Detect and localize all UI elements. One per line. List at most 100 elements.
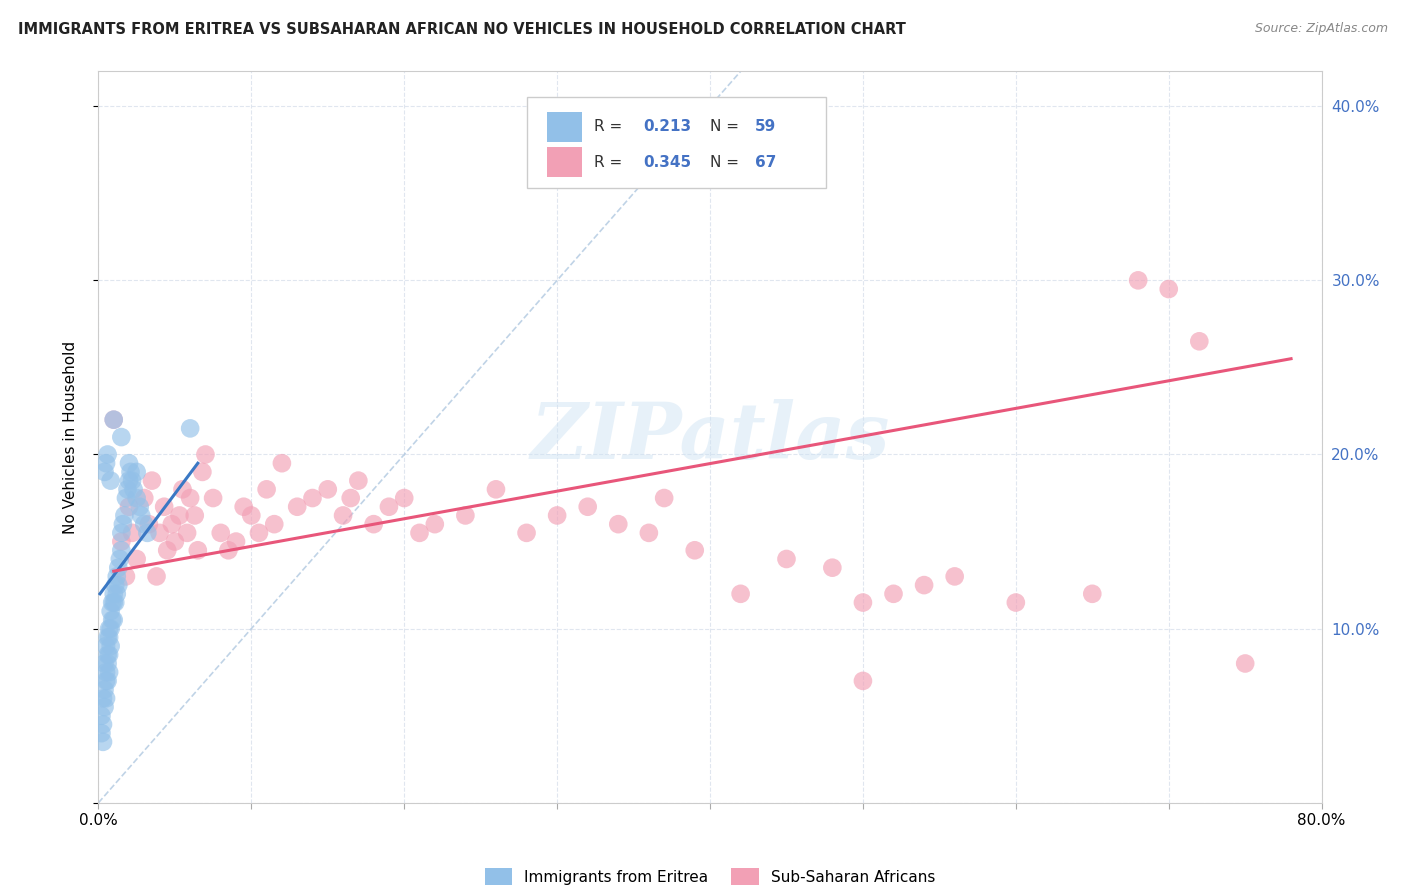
Point xyxy=(775,552,797,566)
Point xyxy=(110,525,132,540)
Point xyxy=(232,500,254,514)
Point xyxy=(97,673,120,688)
Point xyxy=(316,483,339,497)
Point xyxy=(1234,657,1257,671)
Point xyxy=(160,517,183,532)
Point xyxy=(93,657,115,671)
Point xyxy=(90,708,112,723)
Point xyxy=(103,412,125,426)
Text: Source: ZipAtlas.com: Source: ZipAtlas.com xyxy=(1254,22,1388,36)
Point xyxy=(1081,587,1104,601)
Point xyxy=(176,525,198,540)
Point xyxy=(156,543,179,558)
Point xyxy=(423,517,446,532)
Point xyxy=(91,691,114,706)
Point xyxy=(98,622,121,636)
Point xyxy=(454,508,477,523)
Point xyxy=(485,483,508,497)
Point xyxy=(225,534,247,549)
Point xyxy=(103,613,125,627)
Point xyxy=(121,525,143,540)
Point xyxy=(187,543,209,558)
Point xyxy=(100,622,122,636)
Text: N =: N = xyxy=(710,120,744,135)
Point xyxy=(121,474,143,488)
Point xyxy=(339,491,361,505)
Point xyxy=(202,491,225,505)
Point xyxy=(392,491,416,505)
Point xyxy=(301,491,323,505)
Point xyxy=(110,430,132,444)
Point xyxy=(103,595,125,609)
Text: 59: 59 xyxy=(755,120,776,135)
Point xyxy=(256,483,278,497)
Point xyxy=(184,508,207,523)
Y-axis label: No Vehicles in Household: No Vehicles in Household xyxy=(63,341,77,533)
Point xyxy=(179,421,201,435)
Point xyxy=(117,483,139,497)
Point xyxy=(103,587,125,601)
Point xyxy=(217,543,239,558)
Point xyxy=(332,508,354,523)
Point xyxy=(1128,273,1150,287)
Point xyxy=(652,491,675,505)
Point xyxy=(94,673,117,688)
Point xyxy=(107,560,129,574)
Point xyxy=(98,631,121,645)
Point xyxy=(105,587,128,601)
Point xyxy=(120,465,142,479)
Point xyxy=(852,673,875,688)
Bar xyxy=(547,112,582,143)
Point xyxy=(285,500,308,514)
Point xyxy=(347,474,370,488)
Point xyxy=(1004,595,1026,609)
Point xyxy=(209,525,232,540)
Point xyxy=(97,657,120,671)
Point xyxy=(607,517,630,532)
Point xyxy=(105,569,128,583)
Point xyxy=(97,448,120,462)
Point xyxy=(408,525,430,540)
Point xyxy=(94,665,117,680)
Point xyxy=(134,491,156,505)
Point xyxy=(125,465,148,479)
Point xyxy=(122,483,145,497)
Point xyxy=(363,517,385,532)
Point xyxy=(683,543,706,558)
Point xyxy=(111,517,134,532)
Point xyxy=(98,648,121,662)
Point xyxy=(637,525,661,540)
Point xyxy=(90,726,112,740)
Point xyxy=(169,508,191,523)
Text: 67: 67 xyxy=(755,154,776,169)
Point xyxy=(1188,334,1211,349)
Point xyxy=(852,595,875,609)
Point xyxy=(110,534,132,549)
Text: N =: N = xyxy=(710,154,744,169)
Point xyxy=(149,525,172,540)
Point xyxy=(263,517,285,532)
Text: ZIPatlas: ZIPatlas xyxy=(530,399,890,475)
Point xyxy=(141,474,163,488)
Legend: Immigrants from Eritrea, Sub-Saharan Africans: Immigrants from Eritrea, Sub-Saharan Afr… xyxy=(478,862,942,891)
Point xyxy=(91,735,114,749)
Text: R =: R = xyxy=(593,154,627,169)
Point xyxy=(94,691,117,706)
Point xyxy=(115,569,138,583)
Point xyxy=(179,491,201,505)
Point xyxy=(730,587,752,601)
Point xyxy=(110,543,132,558)
Point xyxy=(107,578,129,592)
Point xyxy=(93,465,115,479)
Point xyxy=(118,456,141,470)
Point xyxy=(93,682,115,697)
Point xyxy=(100,639,122,653)
Point xyxy=(145,569,167,583)
Point xyxy=(97,648,120,662)
Point xyxy=(104,595,127,609)
Point xyxy=(194,448,217,462)
Point xyxy=(103,412,125,426)
Text: 0.345: 0.345 xyxy=(643,154,690,169)
Point xyxy=(125,491,148,505)
Point xyxy=(98,665,121,680)
